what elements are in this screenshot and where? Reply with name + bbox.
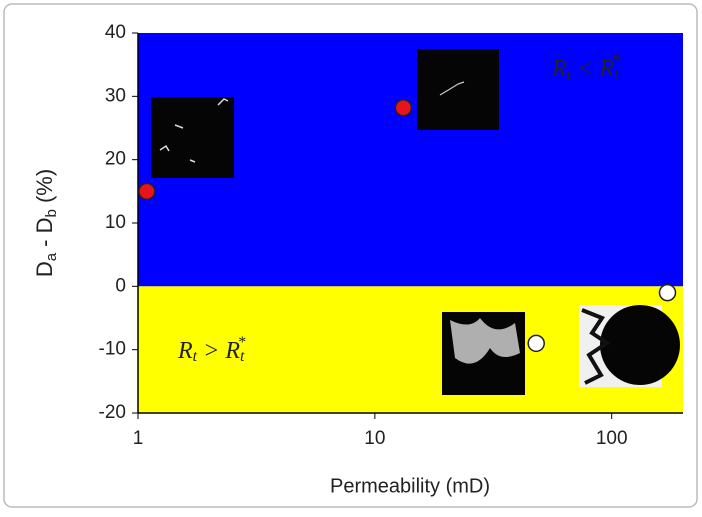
y-label-part: a — [43, 252, 60, 261]
y-tick-label: 20 — [105, 149, 126, 170]
y-tick-label: -10 — [99, 339, 126, 360]
annotation-part: R — [551, 56, 567, 82]
x-tick-label: 100 — [596, 428, 628, 449]
annotation: Rt < Rt* — [551, 52, 619, 83]
y-tick-label: 0 — [115, 275, 126, 296]
inset-image — [151, 97, 234, 178]
annotation: Rt > Rt* — [177, 334, 245, 365]
annotation-part: < R — [571, 56, 614, 82]
inset-texture — [439, 81, 465, 96]
y-label-part: - D — [32, 217, 57, 252]
annotation-part: t — [193, 348, 198, 365]
background — [138, 33, 683, 413]
x-tick-label: 10 — [364, 428, 385, 449]
annotation-part: t — [567, 66, 572, 83]
annotation-part: * — [611, 52, 619, 69]
x-axis-label: Permeability (mD) — [330, 475, 490, 497]
y-axis-label: Da - Db (%) — [32, 169, 60, 277]
point — [527, 334, 545, 353]
inset-texture — [450, 318, 520, 364]
insets — [151, 49, 680, 395]
y-tick-label: 30 — [105, 85, 126, 106]
y-tick-label: 10 — [105, 212, 126, 233]
inset-image — [417, 49, 499, 130]
annotation-part: t — [240, 348, 245, 365]
y-tick-label: -20 — [99, 402, 126, 423]
point — [138, 182, 156, 201]
y-label-part: (%) — [32, 169, 57, 209]
annotation-part: > R — [197, 338, 240, 364]
y-label-part: D — [32, 261, 57, 277]
annotation-part: t — [614, 66, 619, 83]
frame — [3, 3, 698, 508]
y-tick-label: 40 — [105, 22, 126, 43]
x-tick-label: 1 — [133, 428, 144, 449]
annotation-part: * — [237, 334, 245, 351]
point — [658, 283, 677, 302]
y-label-part: b — [43, 209, 60, 217]
point — [394, 98, 413, 117]
inset-texture — [159, 98, 229, 163]
inset-texture — [581, 308, 611, 385]
inset-texture — [600, 305, 680, 385]
annotation-part: R — [177, 338, 193, 364]
